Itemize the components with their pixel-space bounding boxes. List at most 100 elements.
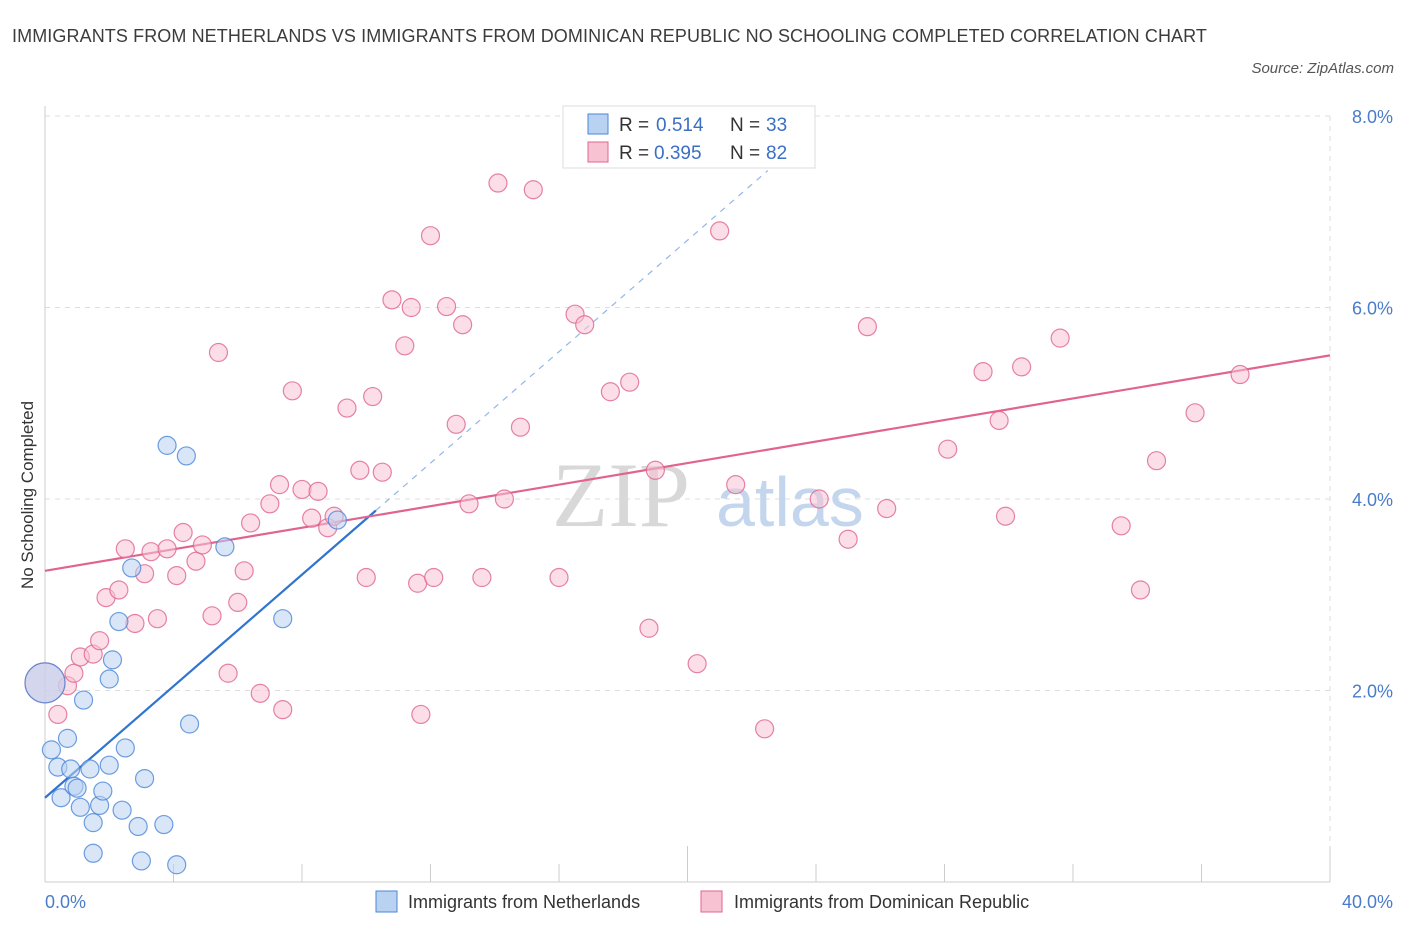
x-tick-label-max: 40.0% [1342, 892, 1393, 912]
dominican-point-39 [382, 290, 402, 310]
dominican-point-0 [48, 704, 68, 725]
dominican-point-67 [838, 529, 858, 549]
dominican-point-17 [192, 535, 213, 555]
dominican-point-22 [234, 561, 254, 581]
dominican-point-9 [125, 613, 145, 634]
y-tick-label-0: 2.0% [1352, 682, 1393, 702]
netherlands-point-15 [99, 755, 119, 775]
netherlands-point-25 [157, 435, 177, 455]
dominican-point-11 [141, 542, 161, 562]
dominican-point-68 [857, 317, 878, 337]
trend-lines [44, 170, 1331, 799]
y-tick-labels: 2.0% 4.0% 6.0% 8.0% [1352, 107, 1393, 702]
legend-n-value-dominican: 82 [766, 143, 787, 164]
dominican-point-12 [147, 609, 168, 629]
netherlands-point-17 [109, 611, 129, 632]
netherlands-point-4 [57, 728, 78, 748]
legend-swatch-dominican [587, 141, 609, 163]
points-dominican [24, 173, 1250, 739]
netherlands-point-7 [70, 797, 90, 817]
dominican-point-23 [241, 513, 261, 533]
dominican-point-62 [687, 654, 707, 674]
dominican-point-59 [620, 372, 640, 392]
legend: R = 0.514 N = 33 R = 0.395 N = 82 [562, 105, 816, 169]
dominican-point-52 [494, 489, 514, 509]
netherlands-point-31 [327, 510, 347, 530]
dominican-point-53 [510, 417, 531, 437]
netherlands-point-22 [131, 851, 151, 871]
dominican-point-45 [424, 567, 444, 588]
x-tick-labels: 0.0% 40.0% [45, 892, 1393, 912]
dominican-point-79 [1185, 403, 1205, 423]
netherlands-point-0 [24, 662, 66, 704]
netherlands-point-14 [99, 669, 119, 689]
dominican-point-57 [575, 315, 595, 335]
chart-title: IMMIGRANTS FROM NETHERLANDS VS IMMIGRANT… [12, 26, 1208, 46]
dominican-point-26 [269, 475, 290, 495]
dominican-point-13 [157, 539, 177, 559]
netherlands-point-21 [128, 816, 148, 837]
dominican-point-78 [1146, 451, 1167, 471]
dominican-point-55 [549, 567, 569, 588]
dominican-point-7 [109, 580, 129, 600]
netherlands-point-11 [83, 843, 103, 863]
trend-line-dominican [44, 354, 1331, 572]
dominican-point-18 [202, 606, 222, 626]
series-legend-label-netherlands: Immigrants from Netherlands [408, 892, 640, 912]
netherlands-point-29 [215, 537, 235, 557]
dominican-point-58 [600, 382, 621, 402]
dominican-point-50 [472, 567, 492, 588]
netherlands-point-26 [167, 855, 187, 875]
dominican-point-14 [167, 565, 187, 586]
dominican-point-71 [973, 362, 993, 382]
grid [45, 115, 1331, 882]
netherlands-point-13 [93, 781, 113, 801]
y-axis-title: No Schooling Completed [18, 401, 37, 589]
dominican-point-70 [938, 439, 958, 459]
netherlands-point-24 [154, 814, 174, 835]
dominican-point-77 [1130, 580, 1151, 600]
dominican-point-31 [308, 481, 328, 501]
dominican-point-42 [408, 573, 428, 593]
netherlands-point-23 [134, 768, 155, 789]
dominican-point-24 [250, 683, 270, 703]
series-legend-label-dominican: Immigrants from Dominican Republic [734, 892, 1029, 912]
netherlands-point-1 [41, 740, 62, 760]
dominican-point-20 [218, 663, 238, 683]
dominican-point-41 [401, 297, 421, 318]
dominican-point-48 [453, 315, 473, 335]
legend-swatch-netherlands [587, 113, 609, 135]
dominican-point-72 [989, 410, 1009, 431]
netherlands-point-30 [273, 609, 293, 629]
trend-line-netherlands-extension [375, 170, 769, 511]
dominican-point-54 [523, 180, 543, 200]
series-legend-swatch-netherlands [375, 890, 398, 913]
watermark-atlas: atlas [716, 463, 864, 541]
watermark-zip: ZIP [552, 444, 690, 546]
netherlands-point-28 [179, 714, 200, 734]
dominican-point-80 [1230, 364, 1250, 385]
dominican-point-16 [186, 551, 206, 571]
dominican-point-21 [228, 592, 248, 613]
legend-n-value-netherlands: 33 [766, 115, 787, 136]
dominican-point-43 [411, 704, 431, 725]
netherlands-point-32 [67, 778, 87, 798]
points-netherlands [24, 435, 347, 875]
series-legend-swatch-dominican [700, 890, 723, 913]
dominican-point-38 [372, 462, 392, 482]
dominican-point-65 [754, 719, 775, 739]
dominican-point-61 [645, 460, 665, 480]
netherlands-point-20 [122, 558, 142, 578]
netherlands-point-8 [73, 690, 94, 710]
dominican-point-46 [436, 296, 457, 317]
dominican-point-36 [356, 567, 376, 588]
y-tick-label-3: 8.0% [1352, 107, 1393, 127]
dominican-point-25 [260, 494, 280, 514]
series-legend: Immigrants from Netherlands Immigrants f… [375, 890, 1029, 913]
dominican-point-69 [877, 498, 897, 519]
netherlands-point-18 [112, 800, 132, 820]
x-tick-label-min: 0.0% [45, 892, 86, 912]
trend-line-netherlands [44, 509, 377, 799]
dominican-point-76 [1111, 516, 1131, 536]
netherlands-point-9 [80, 759, 100, 779]
